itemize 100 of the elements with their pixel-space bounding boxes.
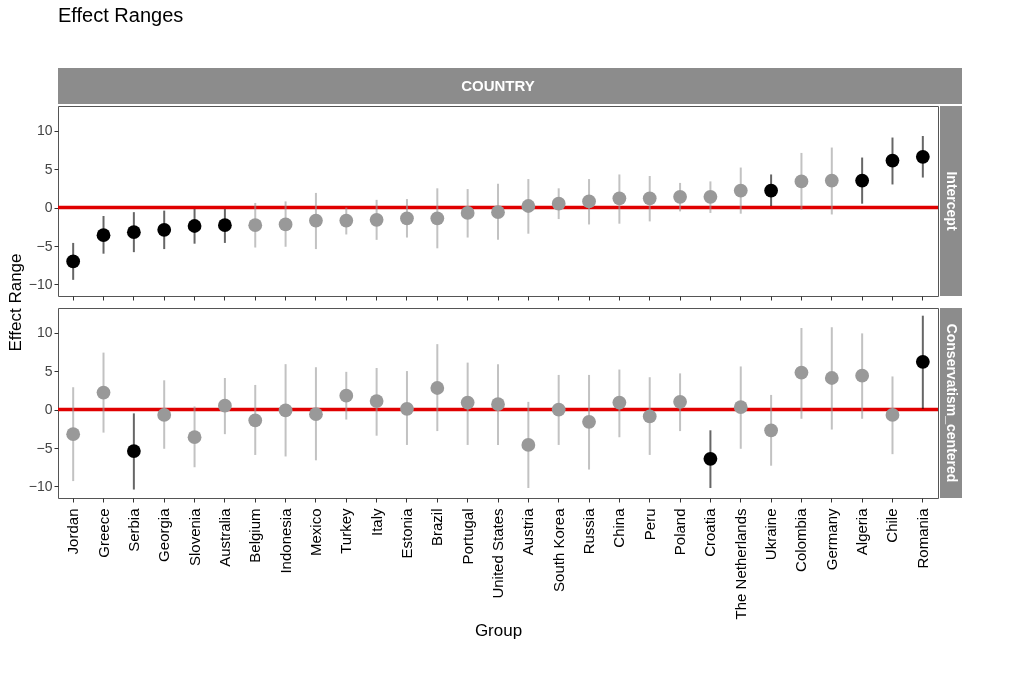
y-tick-label: −10 — [28, 275, 53, 292]
point — [885, 408, 900, 422]
point — [612, 395, 627, 410]
point — [157, 408, 172, 422]
point — [733, 400, 748, 415]
point — [824, 173, 839, 188]
point — [460, 395, 475, 410]
x-tick-label: The Netherlands — [731, 508, 749, 620]
x-tick-label: Jordan — [64, 508, 82, 555]
x-tick-label: Chile — [883, 508, 901, 543]
point — [915, 354, 930, 369]
point — [248, 218, 263, 233]
x-tick-label: Slovenia — [185, 507, 203, 567]
point — [126, 225, 141, 240]
point — [642, 409, 657, 424]
y-tick-label: 10 — [36, 122, 53, 139]
chart-title: Effect Ranges — [58, 4, 184, 26]
x-tick-label: Indonesia — [276, 507, 294, 574]
point — [430, 211, 445, 226]
point — [218, 398, 232, 413]
point — [157, 222, 172, 237]
x-tick-label: United States — [489, 508, 506, 599]
point — [582, 414, 596, 429]
point — [339, 388, 354, 403]
x-tick-label: Portugal — [458, 508, 476, 565]
x-tick-label: Croatia — [701, 507, 719, 557]
point — [764, 183, 778, 198]
x-tick-label: Belgium — [246, 508, 264, 563]
x-tick-label: Australia — [215, 507, 233, 567]
point — [278, 403, 293, 418]
y-tick-label: 5 — [44, 362, 53, 379]
point — [551, 196, 566, 211]
point — [339, 213, 354, 228]
x-tick-label: Austria — [519, 507, 537, 556]
point — [66, 427, 81, 442]
y-tick-label: −10 — [28, 477, 53, 494]
point — [824, 371, 839, 385]
y2-axis-title: Intercept — [944, 171, 960, 231]
point — [794, 365, 809, 380]
x-tick-label: Serbia — [124, 507, 142, 552]
point — [218, 218, 232, 233]
point — [491, 205, 505, 220]
y-tick-label: 10 — [36, 324, 53, 341]
x-tick-label: Estonia — [397, 507, 415, 559]
x-tick-label: Mexico — [306, 508, 324, 557]
point — [430, 381, 445, 395]
x-tick-label: Poland — [671, 508, 689, 556]
point — [96, 385, 111, 400]
point — [703, 451, 718, 466]
point — [582, 194, 596, 209]
x-tick-label: Italy — [367, 508, 385, 537]
point — [703, 189, 718, 204]
point — [248, 413, 263, 428]
point — [794, 174, 809, 189]
point — [96, 228, 111, 243]
point — [733, 183, 748, 198]
point — [521, 438, 536, 452]
x-tick-label: Romania — [913, 507, 931, 569]
point — [612, 191, 627, 206]
point — [673, 394, 687, 409]
x-tick-label: Ukraine — [762, 508, 780, 561]
x-tick-label: Algeria — [853, 507, 871, 556]
point — [309, 213, 323, 228]
point — [400, 401, 414, 416]
point — [369, 212, 384, 227]
y-tick-label: 0 — [44, 401, 53, 418]
point — [915, 149, 930, 164]
point — [764, 423, 778, 438]
x-tick-label: Turkey — [337, 508, 355, 554]
point — [885, 153, 900, 168]
y2-axis-title: Conservatism_centered — [944, 323, 960, 483]
x-tick-label: Colombia — [792, 507, 810, 572]
point — [278, 217, 293, 232]
chart-subtitle: COUNTRY — [461, 77, 535, 94]
x-tick-label: Peru — [640, 508, 658, 541]
point — [309, 407, 323, 422]
point — [855, 368, 870, 383]
x-tick-label: Georgia — [155, 507, 173, 562]
point — [187, 430, 202, 445]
x-tick-label: Greece — [94, 508, 112, 558]
y-tick-label: −5 — [36, 237, 53, 254]
y-tick-label: 5 — [44, 160, 53, 177]
x-tick-label: China — [610, 507, 628, 548]
point — [642, 191, 657, 206]
point — [855, 173, 870, 188]
x-tick-label: Brazil — [428, 508, 446, 547]
point — [491, 397, 505, 412]
point — [521, 199, 536, 213]
point — [673, 189, 687, 204]
point — [369, 394, 384, 408]
point — [551, 402, 566, 417]
point — [400, 211, 414, 226]
x-tick-label: Russia — [580, 507, 598, 555]
x-tick-label: South Korea — [549, 507, 567, 592]
y-tick-label: 0 — [44, 199, 53, 216]
x-tick-label: Germany — [822, 508, 840, 571]
point — [187, 219, 202, 233]
point — [460, 206, 475, 220]
y-axis-title: Effect Range — [5, 253, 25, 352]
x-axis-title: Group — [474, 621, 523, 641]
